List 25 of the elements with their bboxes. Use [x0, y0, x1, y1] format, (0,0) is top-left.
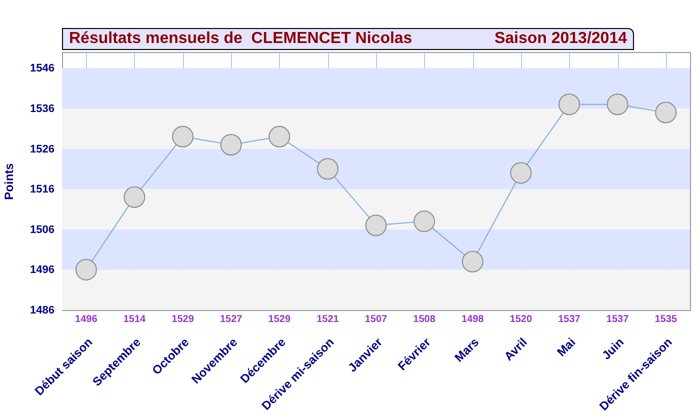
- y-axis-title: Points: [2, 162, 16, 200]
- y-tick-label: 1486: [30, 304, 54, 316]
- y-tick-label: 1506: [30, 224, 54, 236]
- y-tick-label: 1516: [30, 184, 54, 196]
- data-label: 1514: [123, 314, 146, 325]
- x-tick-label: Mai: [554, 335, 578, 360]
- data-label: 1535: [654, 314, 678, 325]
- data-label: 1496: [75, 314, 98, 325]
- x-tick-label: Juin: [599, 335, 627, 362]
- y-tick-label: 1496: [30, 264, 54, 276]
- data-label: 1521: [316, 314, 340, 325]
- data-label: 1520: [510, 314, 532, 325]
- chart-title: Résultats mensuels de CLEMENCET Nicolas: [69, 30, 412, 48]
- data-label: 1529: [268, 314, 291, 325]
- data-label: 1529: [172, 314, 194, 325]
- y-tick-label: 1546: [30, 62, 54, 75]
- chart-subtitle: Saison 2013/2014: [494, 30, 627, 48]
- y-tick-label: 1526: [30, 143, 54, 156]
- data-label: 1498: [461, 314, 484, 325]
- data-label: 1507: [364, 314, 388, 325]
- data-label: 1527: [220, 314, 243, 325]
- data-label: 1537: [558, 314, 581, 325]
- data-label: 1508: [413, 314, 436, 325]
- y-tick-label: 1536: [30, 102, 54, 115]
- data-label: 1537: [606, 314, 630, 325]
